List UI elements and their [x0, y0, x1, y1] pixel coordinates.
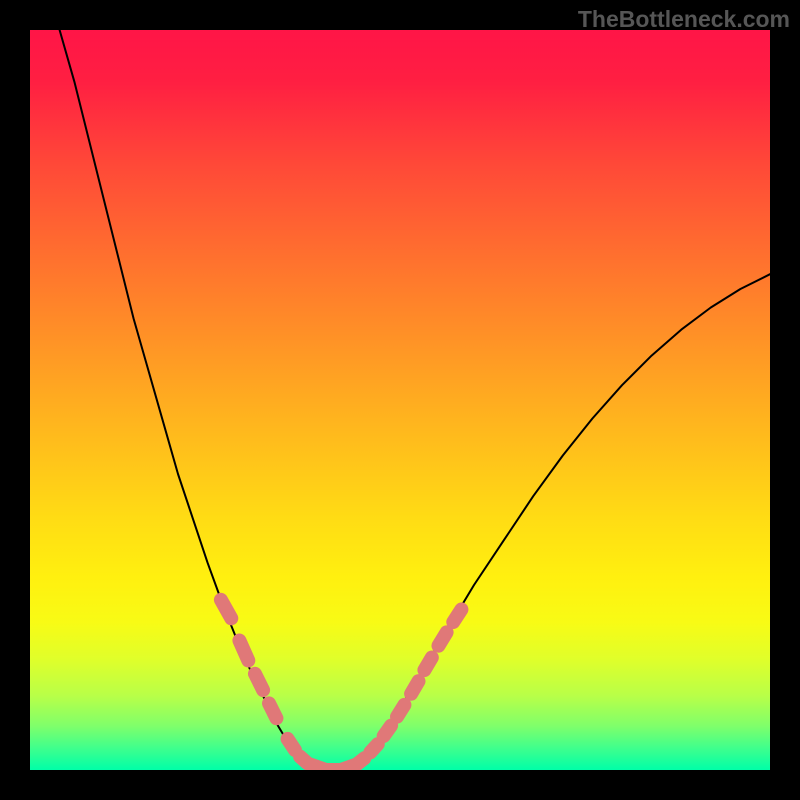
marker-left-0 — [221, 600, 231, 619]
gradient-background — [30, 30, 770, 770]
plot-area — [30, 30, 770, 770]
watermark-text: TheBottleneck.com — [578, 6, 790, 33]
marker-right-4 — [411, 681, 418, 694]
marker-right-1 — [370, 744, 377, 752]
marker-right-6 — [438, 632, 446, 645]
marker-right-2 — [384, 726, 391, 736]
marker-right-3 — [397, 705, 404, 717]
marker-left-1 — [239, 641, 248, 661]
chart-outer: TheBottleneck.com — [0, 0, 800, 800]
marker-left-5 — [300, 757, 307, 764]
marker-left-2 — [255, 674, 263, 690]
marker-right-0 — [357, 758, 364, 764]
marker-left-4 — [288, 739, 295, 750]
marker-right-7 — [453, 609, 461, 622]
vertex-marker — [311, 765, 355, 770]
marker-left-3 — [269, 703, 276, 718]
chart-svg — [30, 30, 770, 770]
marker-right-5 — [424, 658, 431, 671]
